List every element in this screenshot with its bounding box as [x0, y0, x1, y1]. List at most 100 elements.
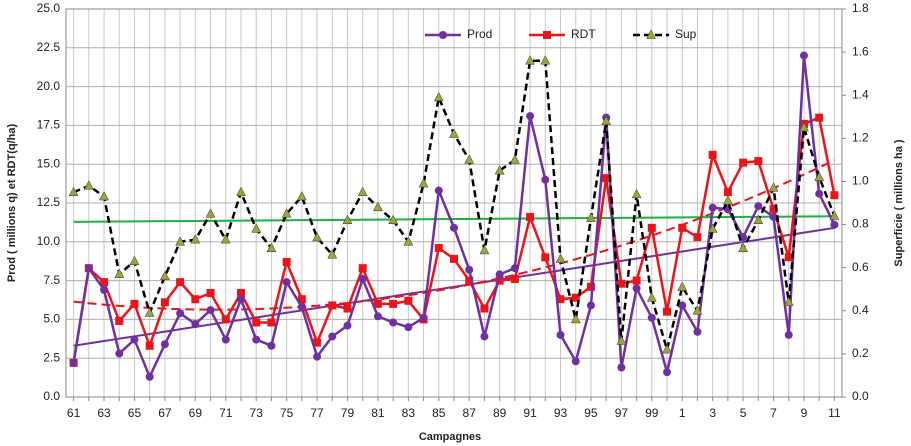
- point: [343, 304, 352, 313]
- point: [434, 186, 443, 195]
- point: [647, 313, 656, 322]
- y-tick-label: 12.5: [37, 195, 61, 209]
- point: [616, 335, 627, 345]
- point: [296, 190, 307, 201]
- point: [449, 128, 459, 138]
- point: [175, 236, 186, 246]
- point: [632, 276, 641, 285]
- point: [252, 318, 261, 327]
- y2-tick-label: 0.4: [852, 303, 869, 317]
- y-tick-label: 0.0: [43, 389, 60, 403]
- x-tick-label: 77: [310, 406, 324, 420]
- point: [753, 214, 764, 224]
- point: [631, 188, 642, 199]
- point: [267, 318, 276, 327]
- point: [221, 315, 230, 324]
- point: [205, 208, 216, 218]
- point: [646, 292, 657, 302]
- point: [221, 335, 230, 344]
- point: [389, 318, 398, 327]
- y-axis-title: Prod ( millions q) et RDT(q/ha): [6, 124, 18, 283]
- point: [708, 203, 717, 212]
- point: [404, 296, 413, 305]
- point: [403, 236, 414, 246]
- legend-marker: [439, 31, 447, 39]
- y2-tick-label: 0.2: [852, 346, 869, 360]
- point: [342, 214, 353, 224]
- point: [68, 186, 79, 196]
- x-tick-label: 99: [645, 406, 659, 420]
- point: [100, 285, 109, 294]
- point: [799, 122, 809, 132]
- point: [586, 301, 595, 310]
- point: [601, 115, 612, 125]
- point: [723, 188, 732, 197]
- point: [358, 275, 367, 284]
- point: [176, 309, 185, 318]
- point: [115, 316, 124, 325]
- point: [312, 231, 322, 242]
- point: [815, 189, 824, 198]
- x-tick-label: 9: [801, 406, 808, 420]
- y2-tick-label: 1.8: [852, 1, 869, 15]
- point: [540, 55, 551, 65]
- point: [130, 335, 139, 344]
- x-axis-title: Campagnes: [419, 431, 481, 443]
- point: [677, 281, 688, 291]
- x-tick-label: 89: [493, 406, 507, 420]
- x-tick-label: 73: [250, 406, 264, 420]
- point: [191, 295, 200, 304]
- point: [69, 358, 78, 367]
- point: [327, 249, 338, 259]
- point: [84, 264, 93, 273]
- x-tick-label: 97: [615, 406, 629, 420]
- point: [404, 323, 413, 332]
- y2-tick-label: 1.2: [852, 131, 869, 145]
- point: [450, 223, 458, 232]
- x-tick-label: 67: [158, 406, 172, 420]
- point: [464, 154, 475, 164]
- point: [267, 341, 276, 350]
- y-tick-label: 17.5: [37, 118, 61, 132]
- point: [373, 201, 383, 212]
- point: [191, 320, 200, 329]
- point: [480, 304, 489, 313]
- point: [769, 205, 778, 214]
- point: [754, 202, 763, 211]
- point: [495, 270, 504, 279]
- y2-tick-label: 1.0: [852, 174, 869, 188]
- point: [160, 298, 169, 307]
- y2-axis-title: Superficie ( millions ha ): [893, 139, 905, 266]
- legend-marker: [543, 31, 551, 39]
- y-tick-label: 15.0: [37, 156, 61, 170]
- point: [556, 295, 565, 304]
- point: [722, 195, 733, 205]
- point: [282, 257, 291, 266]
- point: [617, 363, 626, 372]
- point: [114, 268, 125, 278]
- point: [313, 338, 322, 347]
- y2-tick-label: 0.8: [852, 217, 869, 231]
- y2-tick-label: 0.0: [852, 389, 869, 403]
- point: [783, 296, 794, 306]
- point: [388, 214, 399, 224]
- point: [693, 233, 702, 242]
- point: [251, 223, 262, 233]
- point: [190, 234, 201, 244]
- trend-line: [73, 159, 835, 311]
- point: [541, 253, 550, 262]
- x-tick-label: 7: [770, 406, 777, 420]
- x-tick-label: 81: [371, 406, 385, 420]
- point: [144, 307, 155, 317]
- point: [617, 279, 626, 288]
- x-tick-label: 3: [709, 406, 716, 420]
- point: [252, 335, 261, 344]
- point: [555, 253, 566, 263]
- point: [159, 270, 170, 281]
- point: [343, 321, 352, 330]
- point: [663, 307, 672, 316]
- point: [707, 223, 718, 233]
- point: [389, 299, 398, 308]
- x-tick-label: 65: [128, 406, 142, 420]
